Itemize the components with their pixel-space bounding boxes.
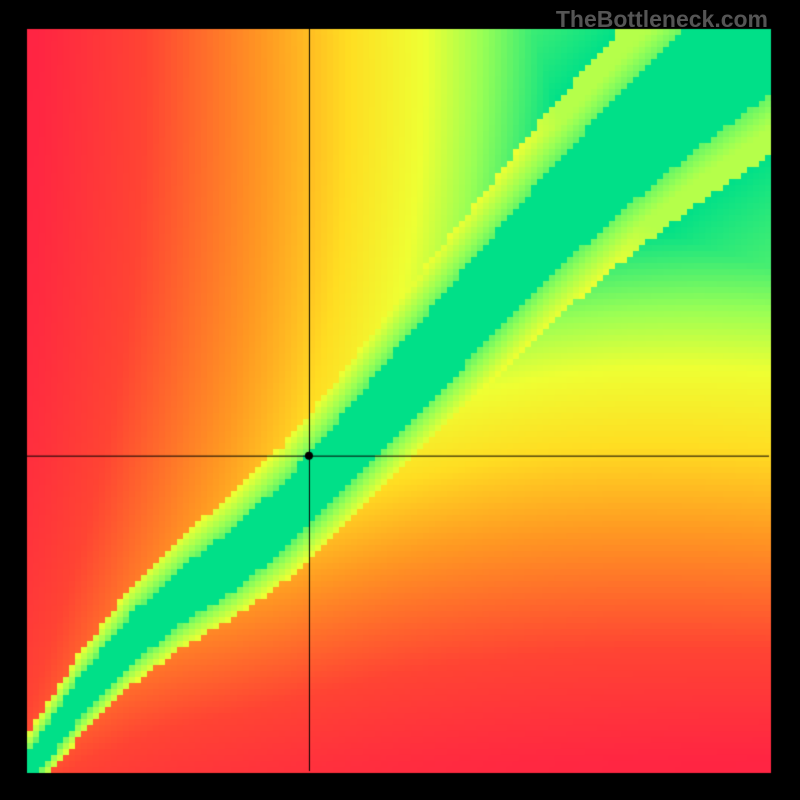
watermark-text: TheBottleneck.com [556, 6, 768, 33]
bottleneck-heatmap [0, 0, 800, 800]
